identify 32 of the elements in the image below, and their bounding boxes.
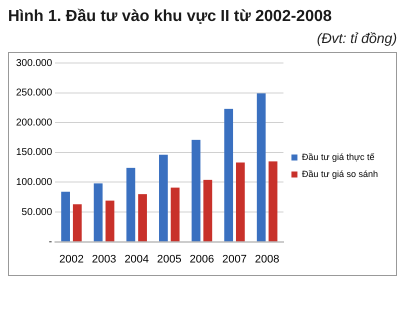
chart-title: Hình 1. Đầu tư vào khu vực II từ 2002-2008 [8,8,333,26]
x-tick-label: 2005 [157,253,182,266]
y-tick-label: 250.000 [16,88,53,99]
x-tick-label: 2004 [124,253,149,266]
x-tick-label: 2006 [190,253,214,266]
bar [61,192,70,242]
bar [268,161,278,242]
y-tick-label: 300.000 [16,58,53,69]
bar [224,108,234,242]
bar [256,93,266,242]
legend-label: Đầu tư giá so sánh [302,168,378,179]
bar [159,154,168,242]
bar [170,188,180,242]
bar [106,200,114,242]
bar [203,180,212,242]
y-tick-label: 150.000 [16,147,53,158]
y-tick-label: - [48,236,52,248]
y-tick-label: 200.000 [16,117,53,128]
x-tick-label: 2002 [59,253,84,266]
y-tick-label: 100.000 [16,176,53,188]
x-tick-label: 2007 [222,253,247,266]
bar [94,183,103,242]
bar [138,194,147,242]
bar [72,204,82,242]
legend-label: Đầu tư giá thực tế [302,152,375,162]
x-tick-label: 2003 [92,253,116,266]
y-tick-label: 50.000 [22,206,53,218]
x-tick-label: 2008 [254,253,280,266]
bar [192,140,200,242]
bar [236,162,245,242]
text: (Đvt: tỉ đồng) [316,30,397,46]
bar [126,168,136,242]
